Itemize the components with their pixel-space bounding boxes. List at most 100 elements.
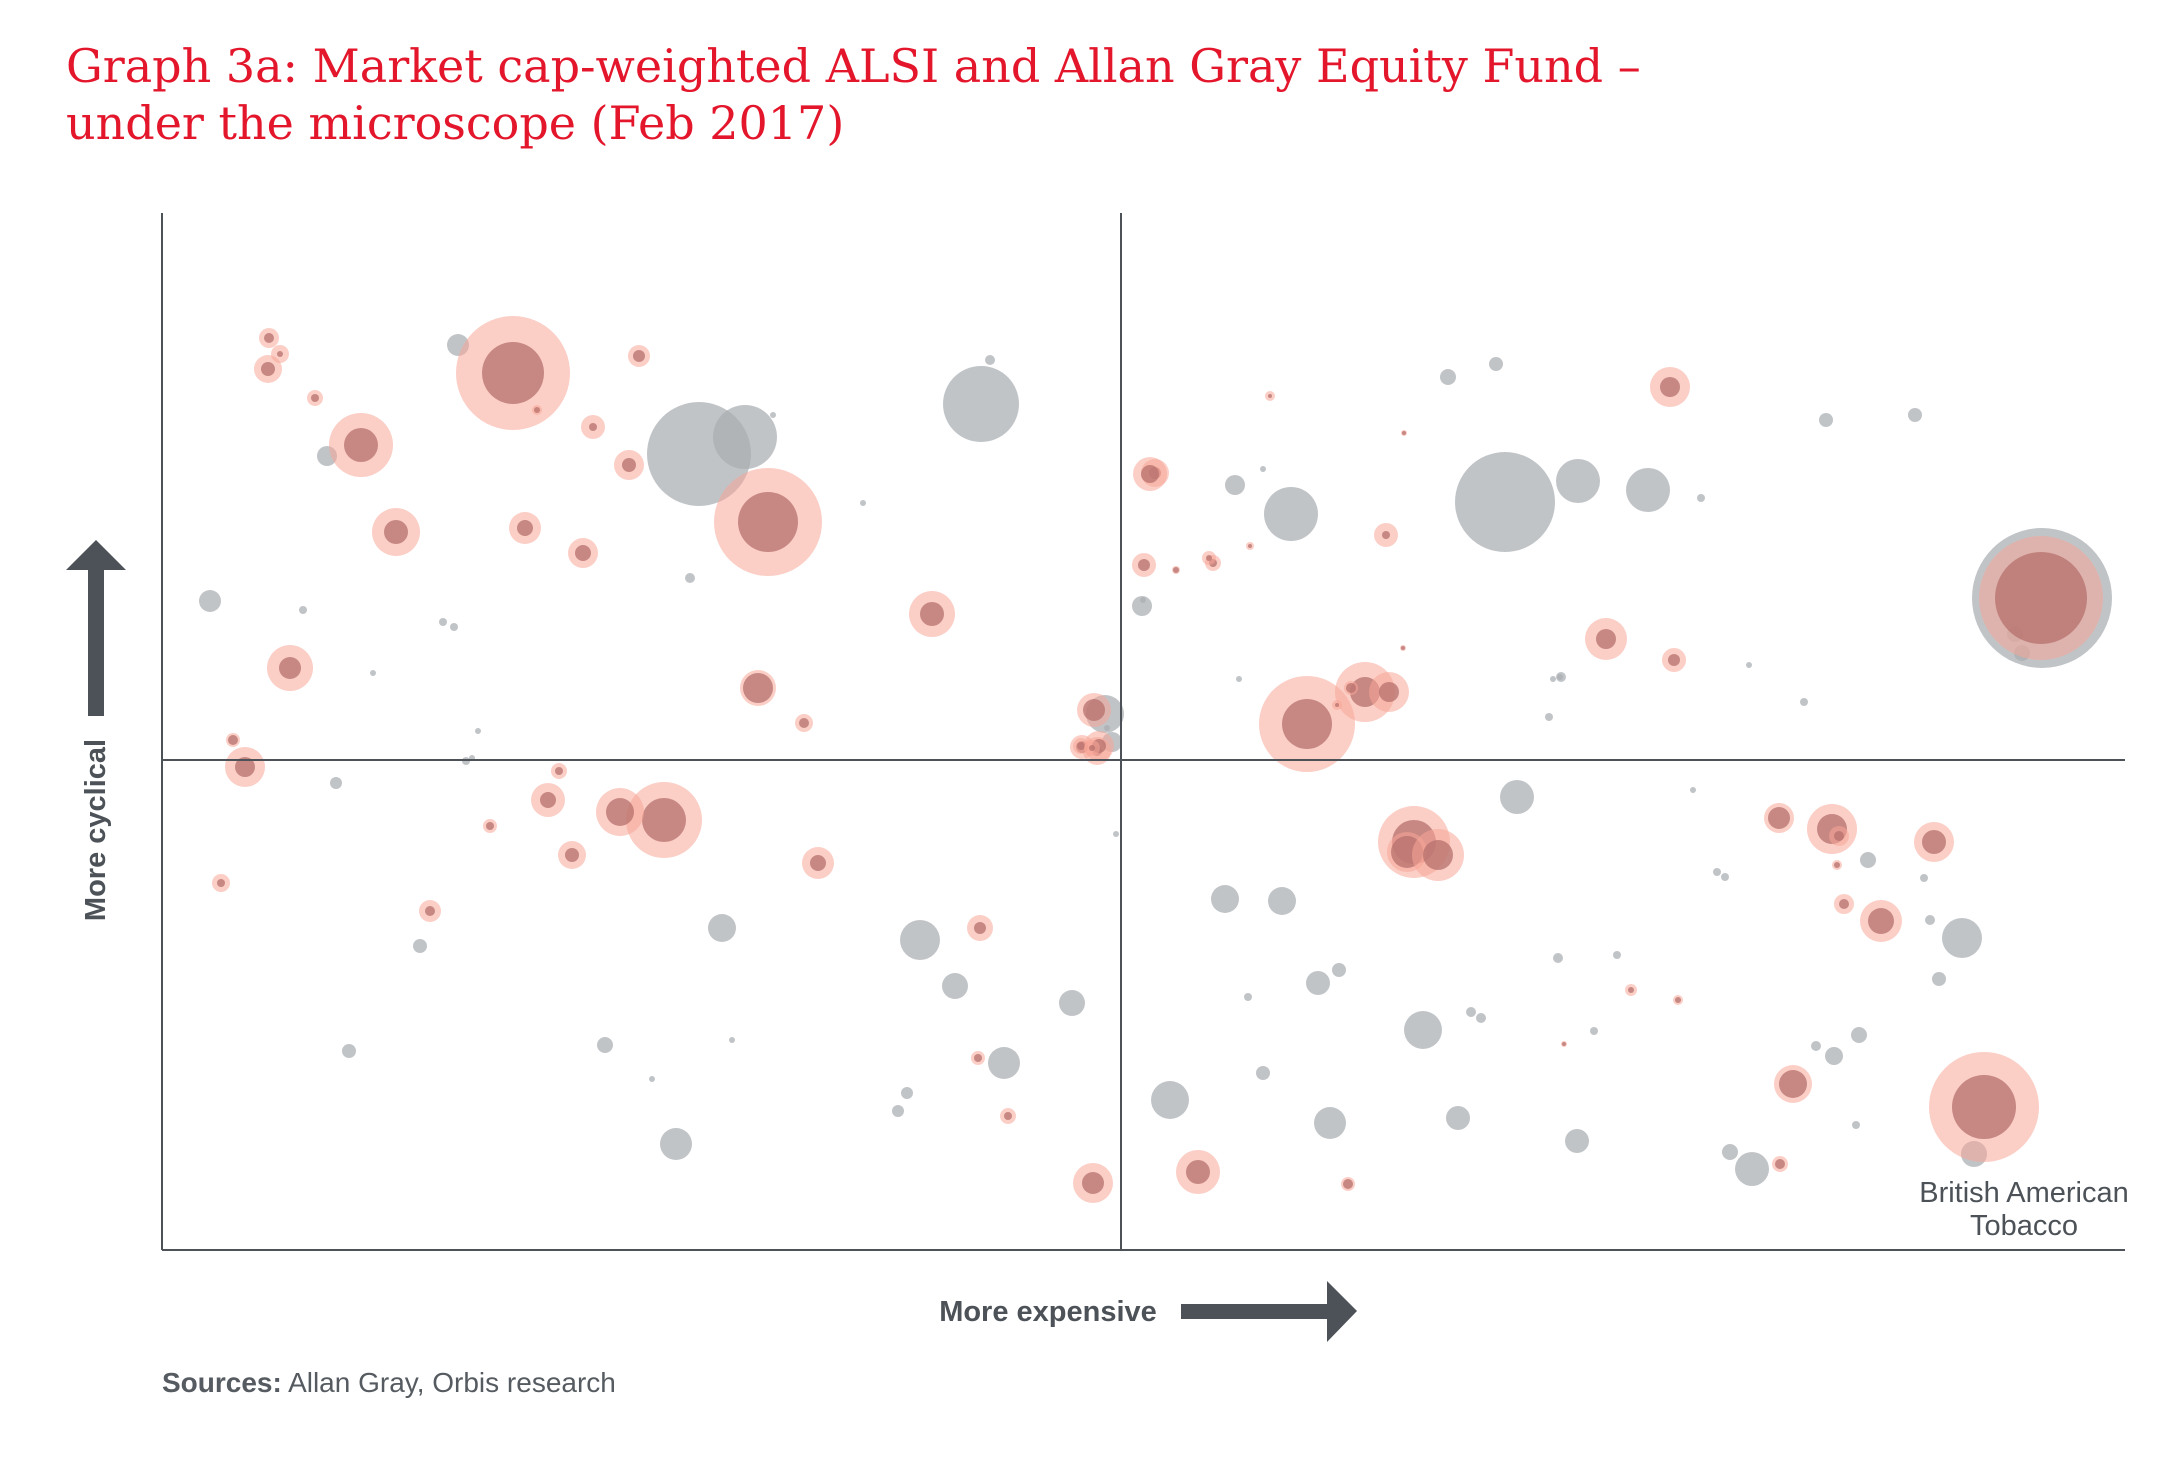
- alsi-bubble: [1306, 971, 1330, 995]
- fund-bubble-inner: [1379, 682, 1399, 702]
- alsi-bubble: [1268, 887, 1296, 915]
- alsi-bubble: [1713, 868, 1721, 876]
- alsi-bubble: [1132, 596, 1152, 616]
- fund-bubble: [419, 900, 441, 922]
- fund-bubble-inner: [384, 520, 408, 544]
- fund-bubble: [267, 645, 313, 691]
- fund-bubble: [1133, 457, 1167, 491]
- alsi-bubble: [413, 939, 427, 953]
- alsi-bubble: [299, 606, 307, 614]
- fund-bubble-inner: [738, 492, 798, 552]
- alsi-bubble: [1476, 1013, 1486, 1023]
- chart-title-line2: under the microscope (Feb 2017): [66, 96, 845, 150]
- fund-bubble-inner: [799, 718, 809, 728]
- alsi-bubble: [597, 1037, 613, 1053]
- fund-bubble-inner: [1952, 1075, 2016, 1139]
- fund-bubble-inner: [534, 407, 540, 413]
- fund-bubble: [1073, 1163, 1113, 1203]
- fund-bubble-inner: [1675, 997, 1681, 1003]
- alsi-bubble: [1800, 698, 1808, 706]
- alsi-bubble: [1236, 676, 1242, 682]
- fund-bubble-inner: [1082, 1172, 1104, 1194]
- fund-bubble-inner: [540, 792, 556, 808]
- alsi-bubble: [1264, 487, 1318, 541]
- alsi-bubble: [1925, 915, 1935, 925]
- fund-bubble: [626, 782, 702, 858]
- annotation-line: Tobacco: [1970, 1210, 2078, 1242]
- fund-bubble: [259, 328, 279, 348]
- fund-bubble-inner: [1768, 807, 1790, 829]
- fund-bubble-inner: [235, 757, 255, 777]
- fund-bubble: [1662, 648, 1686, 672]
- fund-bubble: [1914, 822, 1954, 862]
- fund-bubble-inner: [575, 545, 591, 561]
- alsi-bubble: [1455, 452, 1555, 552]
- alsi-bubble: [649, 1076, 655, 1082]
- fund-bubble: [1084, 740, 1100, 756]
- fund-bubble: [1774, 1065, 1812, 1103]
- fund-bubble: [1979, 536, 2103, 660]
- fund-bubble-inner: [425, 906, 435, 916]
- fund-bubble-inner: [1335, 703, 1339, 707]
- fund-bubble-inner: [482, 342, 544, 404]
- alsi-bubble: [942, 973, 968, 999]
- alsi-bubble: [1851, 1027, 1867, 1043]
- fund-bubble-inner: [1346, 683, 1356, 693]
- alsi-bubble: [1440, 369, 1456, 385]
- fund-bubble: [1650, 367, 1690, 407]
- alsi-bubble: [1059, 990, 1085, 1016]
- fund-bubble-inner: [1206, 555, 1212, 561]
- alsi-bubble: [1466, 1007, 1476, 1017]
- fund-bubble: [1172, 566, 1180, 574]
- fund-bubble-inner: [1628, 987, 1634, 993]
- fund-bubble: [628, 345, 650, 367]
- alsi-bubble: [370, 670, 376, 676]
- fund-bubble-inner: [920, 602, 944, 626]
- fund-bubble: [1202, 551, 1216, 565]
- fund-bubble-inner: [1089, 745, 1095, 751]
- fund-bubble-inner: [1660, 377, 1680, 397]
- fund-bubble: [1265, 391, 1275, 401]
- alsi-bubble: [1825, 1047, 1843, 1065]
- alsi-bubble: [1332, 963, 1346, 977]
- fund-bubble-inner: [1779, 1070, 1807, 1098]
- fund-bubble: [558, 841, 586, 869]
- alsi-bubble: [713, 405, 777, 469]
- alsi-bubble: [1942, 918, 1982, 958]
- sources-label: Sources:: [162, 1367, 282, 1398]
- alsi-bubble: [988, 1047, 1020, 1079]
- fund-bubble: [1561, 1041, 1567, 1047]
- alsi-bubble: [1920, 874, 1928, 882]
- fund-bubble: [1132, 553, 1156, 577]
- fund-bubble-inner: [1868, 908, 1894, 934]
- fund-bubble-inner: [1839, 899, 1849, 909]
- fund-bubble-inner: [1173, 567, 1179, 573]
- fund-bubble: [1929, 1052, 2039, 1162]
- fund-bubble: [971, 1051, 985, 1065]
- alsi-bubble: [199, 590, 221, 612]
- fund-bubble-inner: [1268, 394, 1272, 398]
- fund-bubble-inner: [1186, 1160, 1210, 1184]
- alsi-bubble: [770, 412, 776, 418]
- alsi-bubble: [1590, 1027, 1598, 1035]
- axes: [161, 213, 2125, 1251]
- alsi-bubble: [1151, 1081, 1189, 1119]
- fund-bubble: [1332, 700, 1342, 710]
- fund-bubble: [1412, 829, 1464, 881]
- fund-bubble: [532, 405, 542, 415]
- fund-bubble: [1764, 803, 1794, 833]
- alsi-bubble: [475, 728, 481, 734]
- fund-bubble: [1246, 542, 1254, 550]
- fund-bubble-inner: [1343, 1179, 1353, 1189]
- alsi-bubble: [1722, 1144, 1738, 1160]
- fund-bubble: [581, 415, 605, 439]
- fund-bubble-inner: [974, 1054, 982, 1062]
- fund-bubble: [225, 747, 265, 787]
- alsi-bubble: [1565, 1129, 1589, 1153]
- fund-bubble: [483, 819, 497, 833]
- x-axis-arrow-icon: [1181, 1281, 1357, 1342]
- alsi-bubble: [1260, 466, 1266, 472]
- alsi-bubble: [1852, 1121, 1860, 1129]
- chart-title: Graph 3a: Market cap-weighted ALSI and A…: [66, 38, 1766, 152]
- fund-bubble: [1829, 826, 1849, 846]
